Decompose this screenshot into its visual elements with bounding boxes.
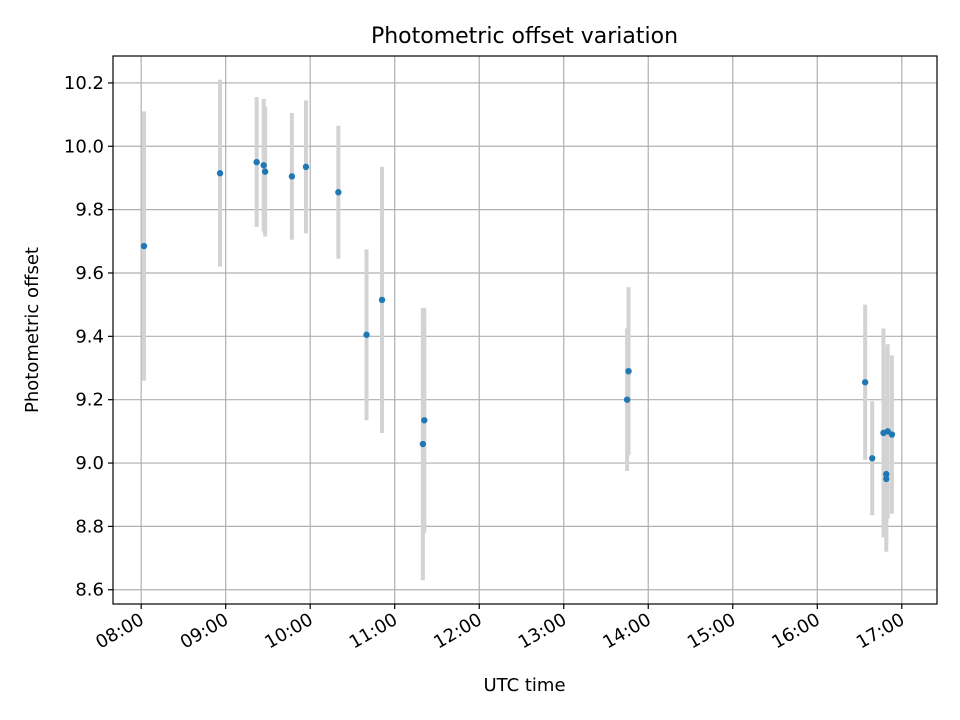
data-point (140, 242, 148, 250)
y-tick-label: 9.6 (75, 263, 104, 284)
data-point (288, 173, 296, 180)
data-point (378, 296, 386, 304)
y-tick-label: 9.4 (75, 326, 104, 347)
chart-title: Photometric offset variation (371, 24, 678, 49)
data-point (302, 163, 310, 171)
data-point (216, 170, 224, 177)
data-point (419, 440, 427, 448)
y-tick-label: 10.2 (64, 73, 104, 94)
y-tick-label: 8.6 (75, 580, 104, 601)
data-point (861, 379, 869, 386)
data-point (623, 396, 631, 403)
y-tick-label: 9.0 (75, 453, 104, 474)
y-tick-label: 10.0 (64, 136, 104, 157)
y-axis: 8.6 8.8 9.0 9.2 9.4 9.6 9.8 10.0 10.2 (64, 73, 113, 601)
data-point (363, 331, 370, 338)
data-point (421, 417, 428, 424)
y-axis-title: Photometric offset (22, 247, 43, 413)
data-point (625, 367, 632, 375)
data-point (253, 158, 260, 166)
data-point (869, 455, 876, 462)
data-points (140, 158, 896, 483)
data-point (883, 470, 890, 478)
data-point (335, 189, 342, 196)
data-point (888, 431, 896, 438)
x-axis-title: UTC time (483, 675, 565, 696)
grid (113, 56, 937, 604)
plot-frame (112, 55, 938, 605)
y-tick-label: 8.8 (75, 516, 104, 537)
data-point (883, 475, 890, 483)
data-point (261, 168, 269, 175)
data-point (260, 162, 267, 169)
y-tick-label: 9.2 (75, 390, 104, 411)
y-tick-label: 9.8 (75, 200, 104, 221)
